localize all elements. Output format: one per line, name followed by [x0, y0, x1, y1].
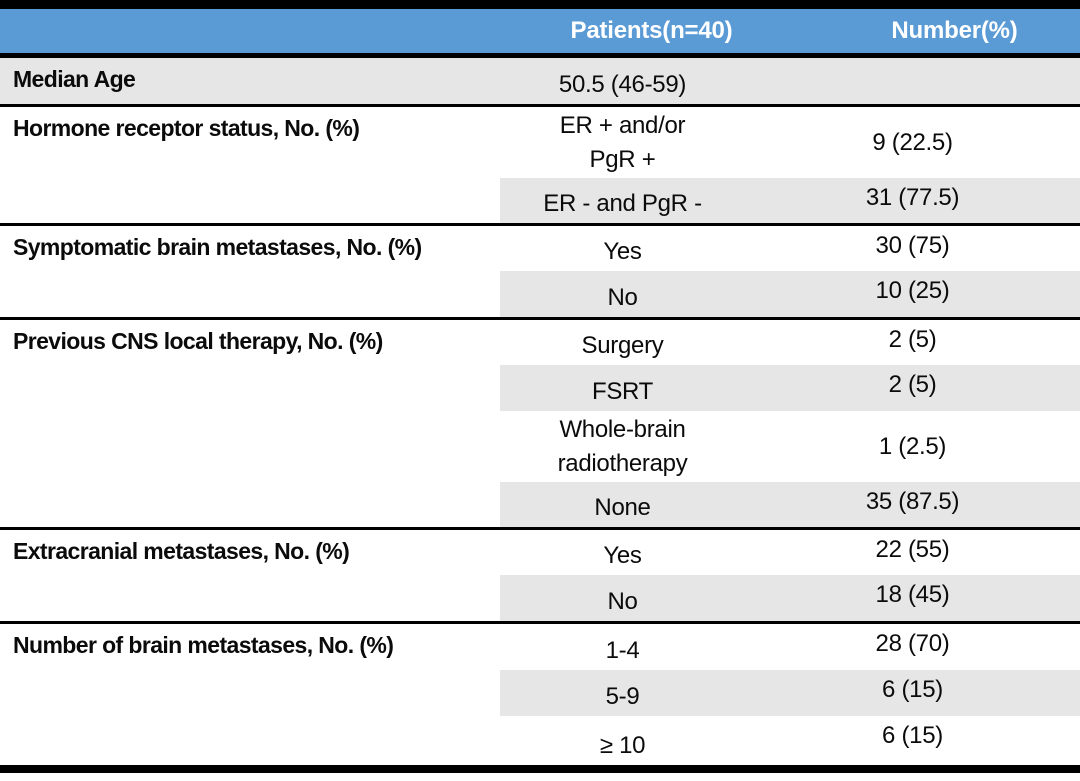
table-row: 5-9 6 (15) [0, 670, 1080, 716]
column-header-patients: Patients(n=40) [570, 17, 733, 44]
column-header-number: Number(%) [891, 17, 1018, 44]
value-cell: 22 (55) [875, 536, 950, 563]
header-cell-empty [0, 9, 500, 53]
category-label: Extracranial metastases, No. (%) [13, 538, 350, 564]
section-previous-cns-local-therapy: Previous CNS local therapy, No. (%) Surg… [0, 320, 1080, 530]
table-row: Median Age 50.5 (46-59) [0, 58, 1080, 104]
value-cell: 1 (2.5) [878, 432, 947, 460]
subcategory-cell: None [500, 482, 745, 527]
subcategory-cell: ER - and PgR - [500, 178, 745, 223]
section-symptomatic-brain-metastases: Symptomatic brain metastases, No. (%) Ye… [0, 226, 1080, 320]
value-cell [745, 58, 1080, 104]
category-cell [0, 670, 500, 716]
table-row: None 35 (87.5) [0, 482, 1080, 527]
category-cell [0, 178, 500, 223]
table-row: No 18 (45) [0, 575, 1080, 621]
value-cell: 30 (75) [875, 232, 950, 259]
table-row: Extracranial metastases, No. (%) Yes 22 … [0, 530, 1080, 575]
subcategory-cell: Yes [603, 238, 642, 265]
subcategory-cell: Yes [603, 542, 642, 569]
section-median-age: Median Age 50.5 (46-59) [0, 58, 1080, 107]
table-row: Number of brain metastases, No. (%) 1-4 … [0, 624, 1080, 670]
category-cell: Median Age [0, 58, 500, 104]
category-label: Median Age [13, 66, 136, 92]
table-row: ER - and PgR - 31 (77.5) [0, 178, 1080, 223]
value-cell: 2 (5) [888, 326, 937, 353]
subcategory-cell: No [500, 271, 745, 317]
category-cell: Number of brain metastases, No. (%) [0, 624, 500, 670]
subcategory-cell: Whole-brain radiotherapy [557, 415, 688, 477]
section-number-of-brain-metastases: Number of brain metastases, No. (%) 1-4 … [0, 624, 1080, 765]
subcategory-cell: 50.5 (46-59) [500, 58, 745, 104]
category-label: Number of brain metastases, No. (%) [13, 632, 394, 658]
subcategory-cell: 1-4 [605, 637, 640, 664]
table-bottom-rule [0, 765, 1080, 773]
subcategory-cell: FSRT [500, 365, 745, 411]
category-cell: Previous CNS local therapy, No. (%) [0, 320, 500, 365]
value-cell: 6 (15) [882, 722, 943, 749]
table-row: FSRT 2 (5) [0, 365, 1080, 411]
subcategory-cell: 5-9 [500, 670, 745, 716]
header-cell-number: Number(%) [745, 9, 1080, 53]
table-row: Previous CNS local therapy, No. (%) Surg… [0, 320, 1080, 365]
category-cell: Hormone receptor status, No. (%) [0, 107, 500, 178]
section-extracranial-metastases: Extracranial metastases, No. (%) Yes 22 … [0, 530, 1080, 624]
table-row: Whole-brain radiotherapy 1 (2.5) [0, 411, 1080, 482]
subcategory-cell: ER + and/or PgR + [559, 111, 686, 173]
header-cell-patients: Patients(n=40) [500, 9, 745, 53]
category-cell [0, 716, 500, 765]
category-label: Symptomatic brain metastases, No. (%) [13, 234, 422, 260]
table-top-rule [0, 0, 1080, 9]
category-cell: Extracranial metastases, No. (%) [0, 530, 500, 575]
subcategory-cell: ≥ 10 [599, 732, 646, 759]
category-cell [0, 271, 500, 317]
category-cell [0, 411, 500, 482]
subcategory-cell: Surgery [581, 332, 664, 359]
table-row: ≥ 10 6 (15) [0, 716, 1080, 765]
value-cell: 6 (15) [745, 670, 1080, 716]
category-label: Hormone receptor status, No. (%) [13, 115, 360, 141]
category-label: Previous CNS local therapy, No. (%) [13, 328, 383, 354]
category-cell [0, 482, 500, 527]
value-cell: 18 (45) [745, 575, 1080, 621]
table-row: Symptomatic brain metastases, No. (%) Ye… [0, 226, 1080, 271]
value-cell: 2 (5) [745, 365, 1080, 411]
value-cell: 31 (77.5) [745, 178, 1080, 223]
value-cell: 28 (70) [875, 630, 950, 657]
table-row: Hormone receptor status, No. (%) ER + an… [0, 107, 1080, 178]
value-cell: 10 (25) [745, 271, 1080, 317]
value-cell: 9 (22.5) [872, 128, 953, 156]
section-hormone-receptor-status: Hormone receptor status, No. (%) ER + an… [0, 107, 1080, 226]
category-cell [0, 365, 500, 411]
category-cell: Symptomatic brain metastases, No. (%) [0, 226, 500, 271]
subcategory-cell: No [500, 575, 745, 621]
table-header-row: Patients(n=40) Number(%) [0, 9, 1080, 58]
table-row: No 10 (25) [0, 271, 1080, 317]
value-cell: 35 (87.5) [745, 482, 1080, 527]
category-cell [0, 575, 500, 621]
